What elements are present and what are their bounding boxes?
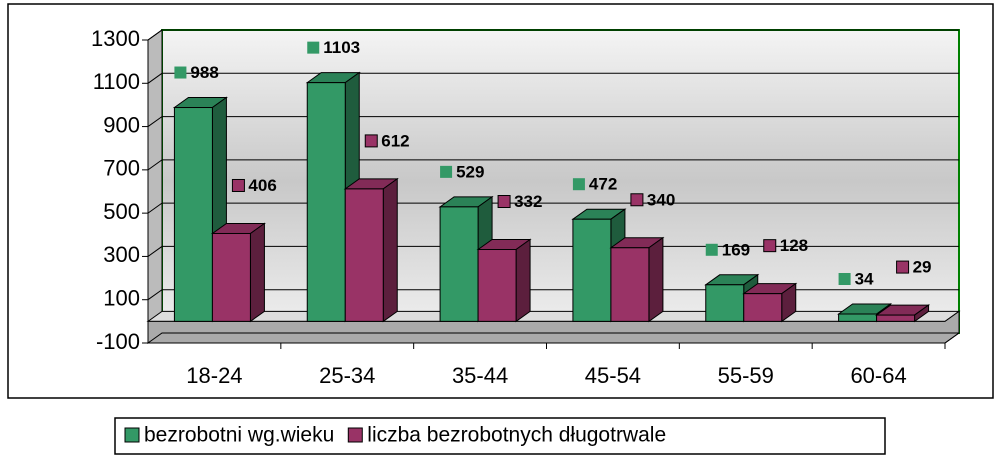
bar [875,304,931,323]
bar [742,282,798,323]
data-label: 29 [913,258,932,277]
data-label-marker [497,195,511,209]
grid-line [147,332,959,344]
data-label: 169 [722,240,750,259]
bar-side [249,222,265,323]
x-tick-label: 35-44 [452,363,508,388]
bar-front [477,249,517,322]
bar-side [382,177,398,323]
y-tick-label: 300 [103,242,140,267]
data-label-marker [231,178,245,192]
x-tick-label: 55-59 [718,363,774,388]
bar-front [743,293,783,322]
side-wall [147,29,163,344]
y-tick-label: 1300 [91,26,140,51]
bar-front [344,188,384,322]
x-tick-label: 25-34 [319,363,375,388]
legend-label: bezrobotni wg.wieku [144,424,334,447]
bar-front [705,284,745,322]
x-tick-label: 45-54 [585,363,641,388]
bar-side [515,238,531,323]
data-label: 612 [381,131,409,150]
y-tick-label: 500 [103,199,140,224]
x-tick-label: 60-64 [850,363,906,388]
data-label-marker [572,178,585,191]
x-tick-label: 18-24 [186,363,242,388]
data-label: 332 [514,192,542,211]
data-label: 340 [647,190,675,209]
bar-front [610,247,650,322]
data-label-marker [440,165,453,178]
bar-front [211,232,251,322]
grid-line [147,245,959,257]
y-tick-label: 1100 [93,69,140,94]
bar-front [439,206,479,322]
data-label-marker [763,239,777,253]
data-label: 34 [855,269,874,288]
data-label-marker [838,272,851,285]
grid-line [147,29,959,41]
data-label: 1103 [323,38,360,57]
y-tick-label: 100 [103,286,140,311]
grid-line [147,202,959,214]
data-label-marker [896,260,910,274]
grid-line [147,159,959,171]
y-tick-label: 900 [103,112,140,137]
floor [146,310,961,322]
bar-front [173,107,213,322]
legend-box [114,417,886,455]
data-label: 529 [456,162,484,181]
y-tick-label: -100 [96,329,140,354]
bar-front [876,314,916,322]
data-label: 128 [780,236,808,255]
bar-side [648,236,664,323]
data-label-marker [364,134,378,148]
data-label: 988 [190,63,218,82]
data-label-marker [630,193,644,207]
y-tick-label: 700 [103,156,140,181]
bar [210,222,266,323]
grid-line [147,116,959,127]
back-wall [161,29,960,334]
bar-front [306,82,346,322]
data-label-marker [174,66,187,79]
legend-label: liczba bezrobotnych długotrwale [367,424,666,447]
bar [343,177,399,323]
legend-marker [347,427,363,443]
bar [609,236,665,323]
bar [476,238,532,323]
data-label: 406 [248,176,276,195]
legend-marker [124,427,140,443]
grid-line [147,72,959,84]
data-label-marker [307,41,320,54]
bar [704,273,760,323]
grid-line [147,289,959,301]
data-label-marker [705,243,718,256]
data-label: 472 [589,175,617,194]
bar-front [838,313,878,322]
bar-front [572,218,612,322]
